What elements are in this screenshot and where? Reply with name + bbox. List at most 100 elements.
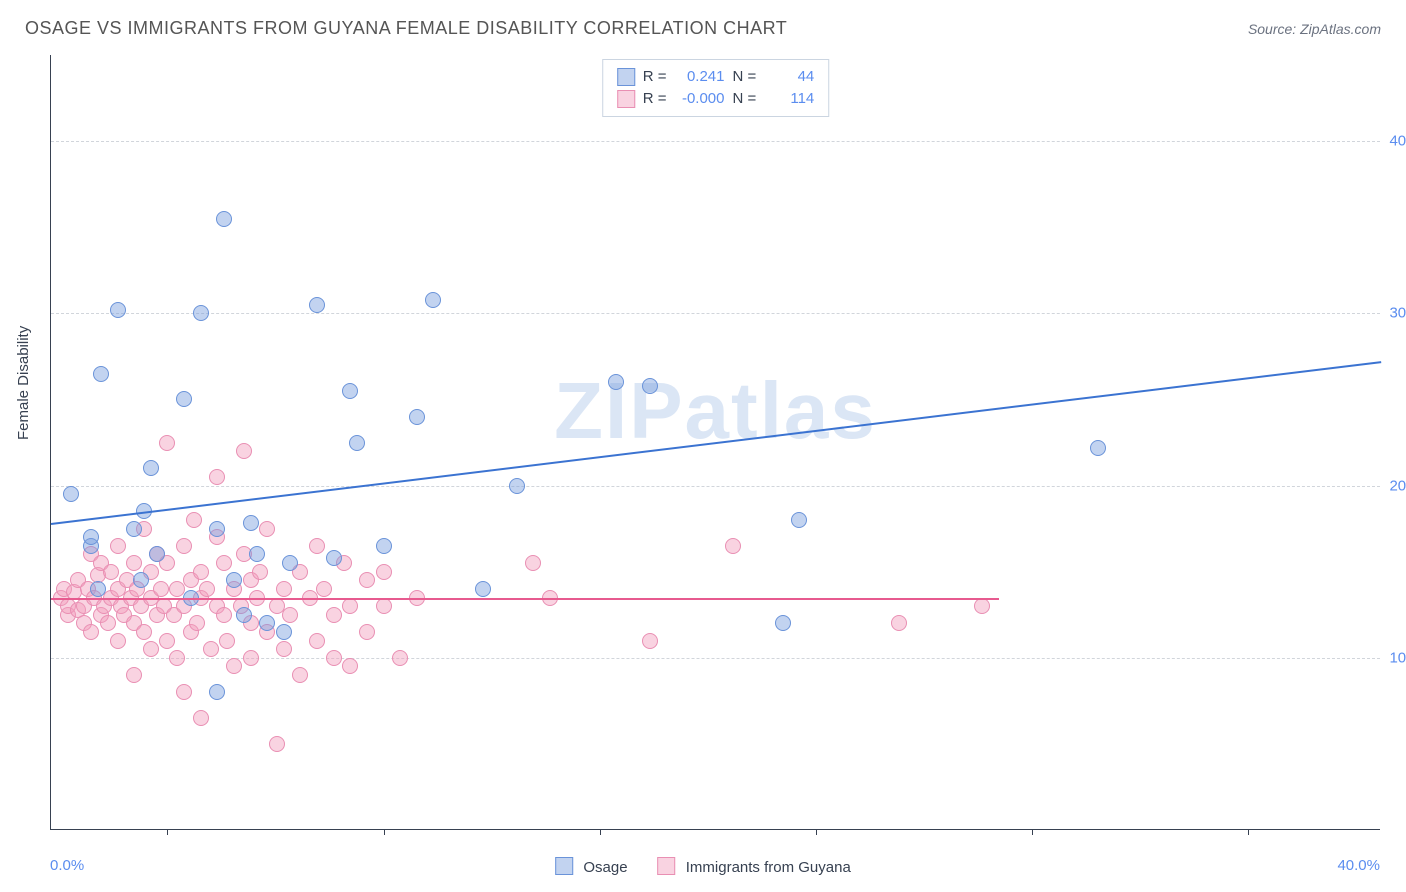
legend-pink-r: -0.000 xyxy=(675,88,725,110)
source-label: Source: ZipAtlas.com xyxy=(1248,21,1381,37)
blue-point xyxy=(1090,440,1106,456)
pink-point xyxy=(974,598,990,614)
blue-point xyxy=(236,607,252,623)
y-tick-label: 30.0% xyxy=(1389,305,1406,322)
blue-point xyxy=(209,521,225,537)
pink-point xyxy=(276,581,292,597)
pink-point xyxy=(143,641,159,657)
legend-series: Osage Immigrants from Guyana xyxy=(555,857,851,876)
pink-point xyxy=(209,469,225,485)
pink-point xyxy=(176,684,192,700)
pink-point xyxy=(110,633,126,649)
x-tick xyxy=(600,829,601,835)
pink-point xyxy=(219,633,235,649)
pink-point xyxy=(153,581,169,597)
blue-point xyxy=(642,378,658,394)
legend-blue-r: 0.241 xyxy=(675,66,725,88)
blue-point xyxy=(282,555,298,571)
pink-point xyxy=(199,581,215,597)
pink-point xyxy=(169,650,185,666)
pink-point xyxy=(126,555,142,571)
blue-point xyxy=(133,572,149,588)
chart-title: OSAGE VS IMMIGRANTS FROM GUYANA FEMALE D… xyxy=(25,18,787,39)
blue-point xyxy=(791,512,807,528)
pink-point xyxy=(226,658,242,674)
legend-r-label: R = xyxy=(643,66,667,88)
x-tick xyxy=(167,829,168,835)
blue-point xyxy=(775,615,791,631)
pink-trendline xyxy=(51,598,999,600)
legend-item-pink: Immigrants from Guyana xyxy=(658,857,851,876)
pink-point xyxy=(342,598,358,614)
blue-point xyxy=(259,615,275,631)
y-tick-label: 20.0% xyxy=(1389,477,1406,494)
pink-point xyxy=(326,650,342,666)
pink-point xyxy=(725,538,741,554)
pink-point xyxy=(525,555,541,571)
pink-point xyxy=(216,607,232,623)
pink-point xyxy=(326,607,342,623)
legend-pink-swatch xyxy=(617,90,635,108)
x-tick xyxy=(1032,829,1033,835)
pink-point xyxy=(276,641,292,657)
pink-point xyxy=(186,512,202,528)
pink-point xyxy=(126,667,142,683)
pink-point xyxy=(189,615,205,631)
blue-point xyxy=(209,684,225,700)
blue-point xyxy=(216,211,232,227)
pink-point xyxy=(103,564,119,580)
blue-point xyxy=(276,624,292,640)
y-tick-label: 10.0% xyxy=(1389,649,1406,666)
pink-point xyxy=(269,736,285,752)
blue-point xyxy=(63,486,79,502)
pink-point xyxy=(316,581,332,597)
legend-n-label: N = xyxy=(733,66,757,88)
blue-point xyxy=(249,546,265,562)
blue-point xyxy=(349,435,365,451)
blue-point xyxy=(376,538,392,554)
blue-point xyxy=(243,515,259,531)
blue-point xyxy=(193,305,209,321)
pink-point xyxy=(136,624,152,640)
legend-blue-swatch xyxy=(617,68,635,86)
x-axis-max-label: 40.0% xyxy=(1337,857,1380,874)
y-tick-label: 40.0% xyxy=(1389,133,1406,150)
pink-point xyxy=(83,624,99,640)
blue-point xyxy=(149,546,165,562)
legend-pink-n: 114 xyxy=(764,88,814,110)
pink-point xyxy=(243,650,259,666)
blue-trendline xyxy=(51,362,1381,526)
x-tick xyxy=(1248,829,1249,835)
blue-point xyxy=(110,302,126,318)
pink-point xyxy=(376,598,392,614)
gridline xyxy=(51,141,1380,142)
blue-point xyxy=(342,383,358,399)
blue-point xyxy=(409,409,425,425)
y-axis-title: Female Disability xyxy=(15,326,32,440)
blue-point xyxy=(90,581,106,597)
pink-point xyxy=(309,633,325,649)
gridline xyxy=(51,313,1380,314)
pink-point xyxy=(292,667,308,683)
pink-point xyxy=(359,572,375,588)
pink-point xyxy=(159,435,175,451)
pink-point xyxy=(392,650,408,666)
pink-point xyxy=(642,633,658,649)
chart-plot-area: ZIPatlas R = 0.241 N = 44 R = -0.000 N =… xyxy=(50,55,1380,830)
pink-point xyxy=(252,564,268,580)
pink-point xyxy=(342,658,358,674)
blue-point xyxy=(326,550,342,566)
pink-point xyxy=(203,641,219,657)
x-tick xyxy=(384,829,385,835)
pink-point xyxy=(891,615,907,631)
pink-point xyxy=(216,555,232,571)
pink-point xyxy=(159,633,175,649)
blue-point xyxy=(509,478,525,494)
pink-point xyxy=(193,564,209,580)
pink-point xyxy=(282,607,298,623)
blue-point xyxy=(226,572,242,588)
legend-blue-n: 44 xyxy=(764,66,814,88)
blue-point xyxy=(126,521,142,537)
legend-r-label: R = xyxy=(643,88,667,110)
pink-point xyxy=(100,615,116,631)
